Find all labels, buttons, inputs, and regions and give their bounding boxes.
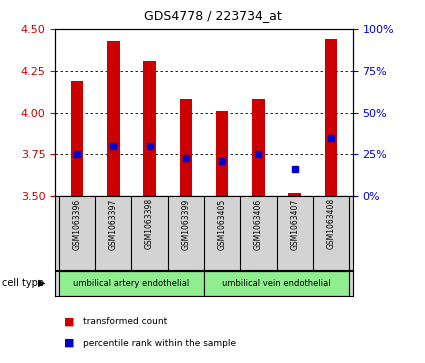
Text: GSM1063398: GSM1063398	[145, 198, 154, 249]
Text: GSM1063408: GSM1063408	[326, 198, 335, 249]
Bar	[288, 193, 301, 196]
Text: umbilical vein endothelial: umbilical vein endothelial	[222, 279, 331, 288]
Bar	[252, 99, 265, 196]
Text: GSM1063396: GSM1063396	[73, 198, 82, 249]
Text: GSM1063397: GSM1063397	[109, 198, 118, 249]
Text: percentile rank within the sample: percentile rank within the sample	[83, 339, 236, 347]
Text: cell type: cell type	[2, 278, 44, 288]
Bar	[71, 81, 83, 196]
Text: GDS4778 / 223734_at: GDS4778 / 223734_at	[144, 9, 281, 22]
Bar	[143, 61, 156, 196]
Bar	[179, 99, 192, 196]
Bar	[216, 111, 229, 196]
Text: GSM1063406: GSM1063406	[254, 198, 263, 249]
Text: ▶: ▶	[38, 278, 45, 288]
Text: ■: ■	[64, 338, 74, 348]
Text: transformed count: transformed count	[83, 317, 167, 326]
Text: ■: ■	[64, 316, 74, 326]
Bar	[325, 39, 337, 196]
Text: GSM1063405: GSM1063405	[218, 198, 227, 249]
Text: umbilical artery endothelial: umbilical artery endothelial	[74, 279, 190, 288]
Bar	[204, 271, 349, 296]
Bar	[59, 271, 204, 296]
Text: GSM1063407: GSM1063407	[290, 198, 299, 249]
Bar	[107, 41, 120, 196]
Text: GSM1063399: GSM1063399	[181, 198, 190, 249]
